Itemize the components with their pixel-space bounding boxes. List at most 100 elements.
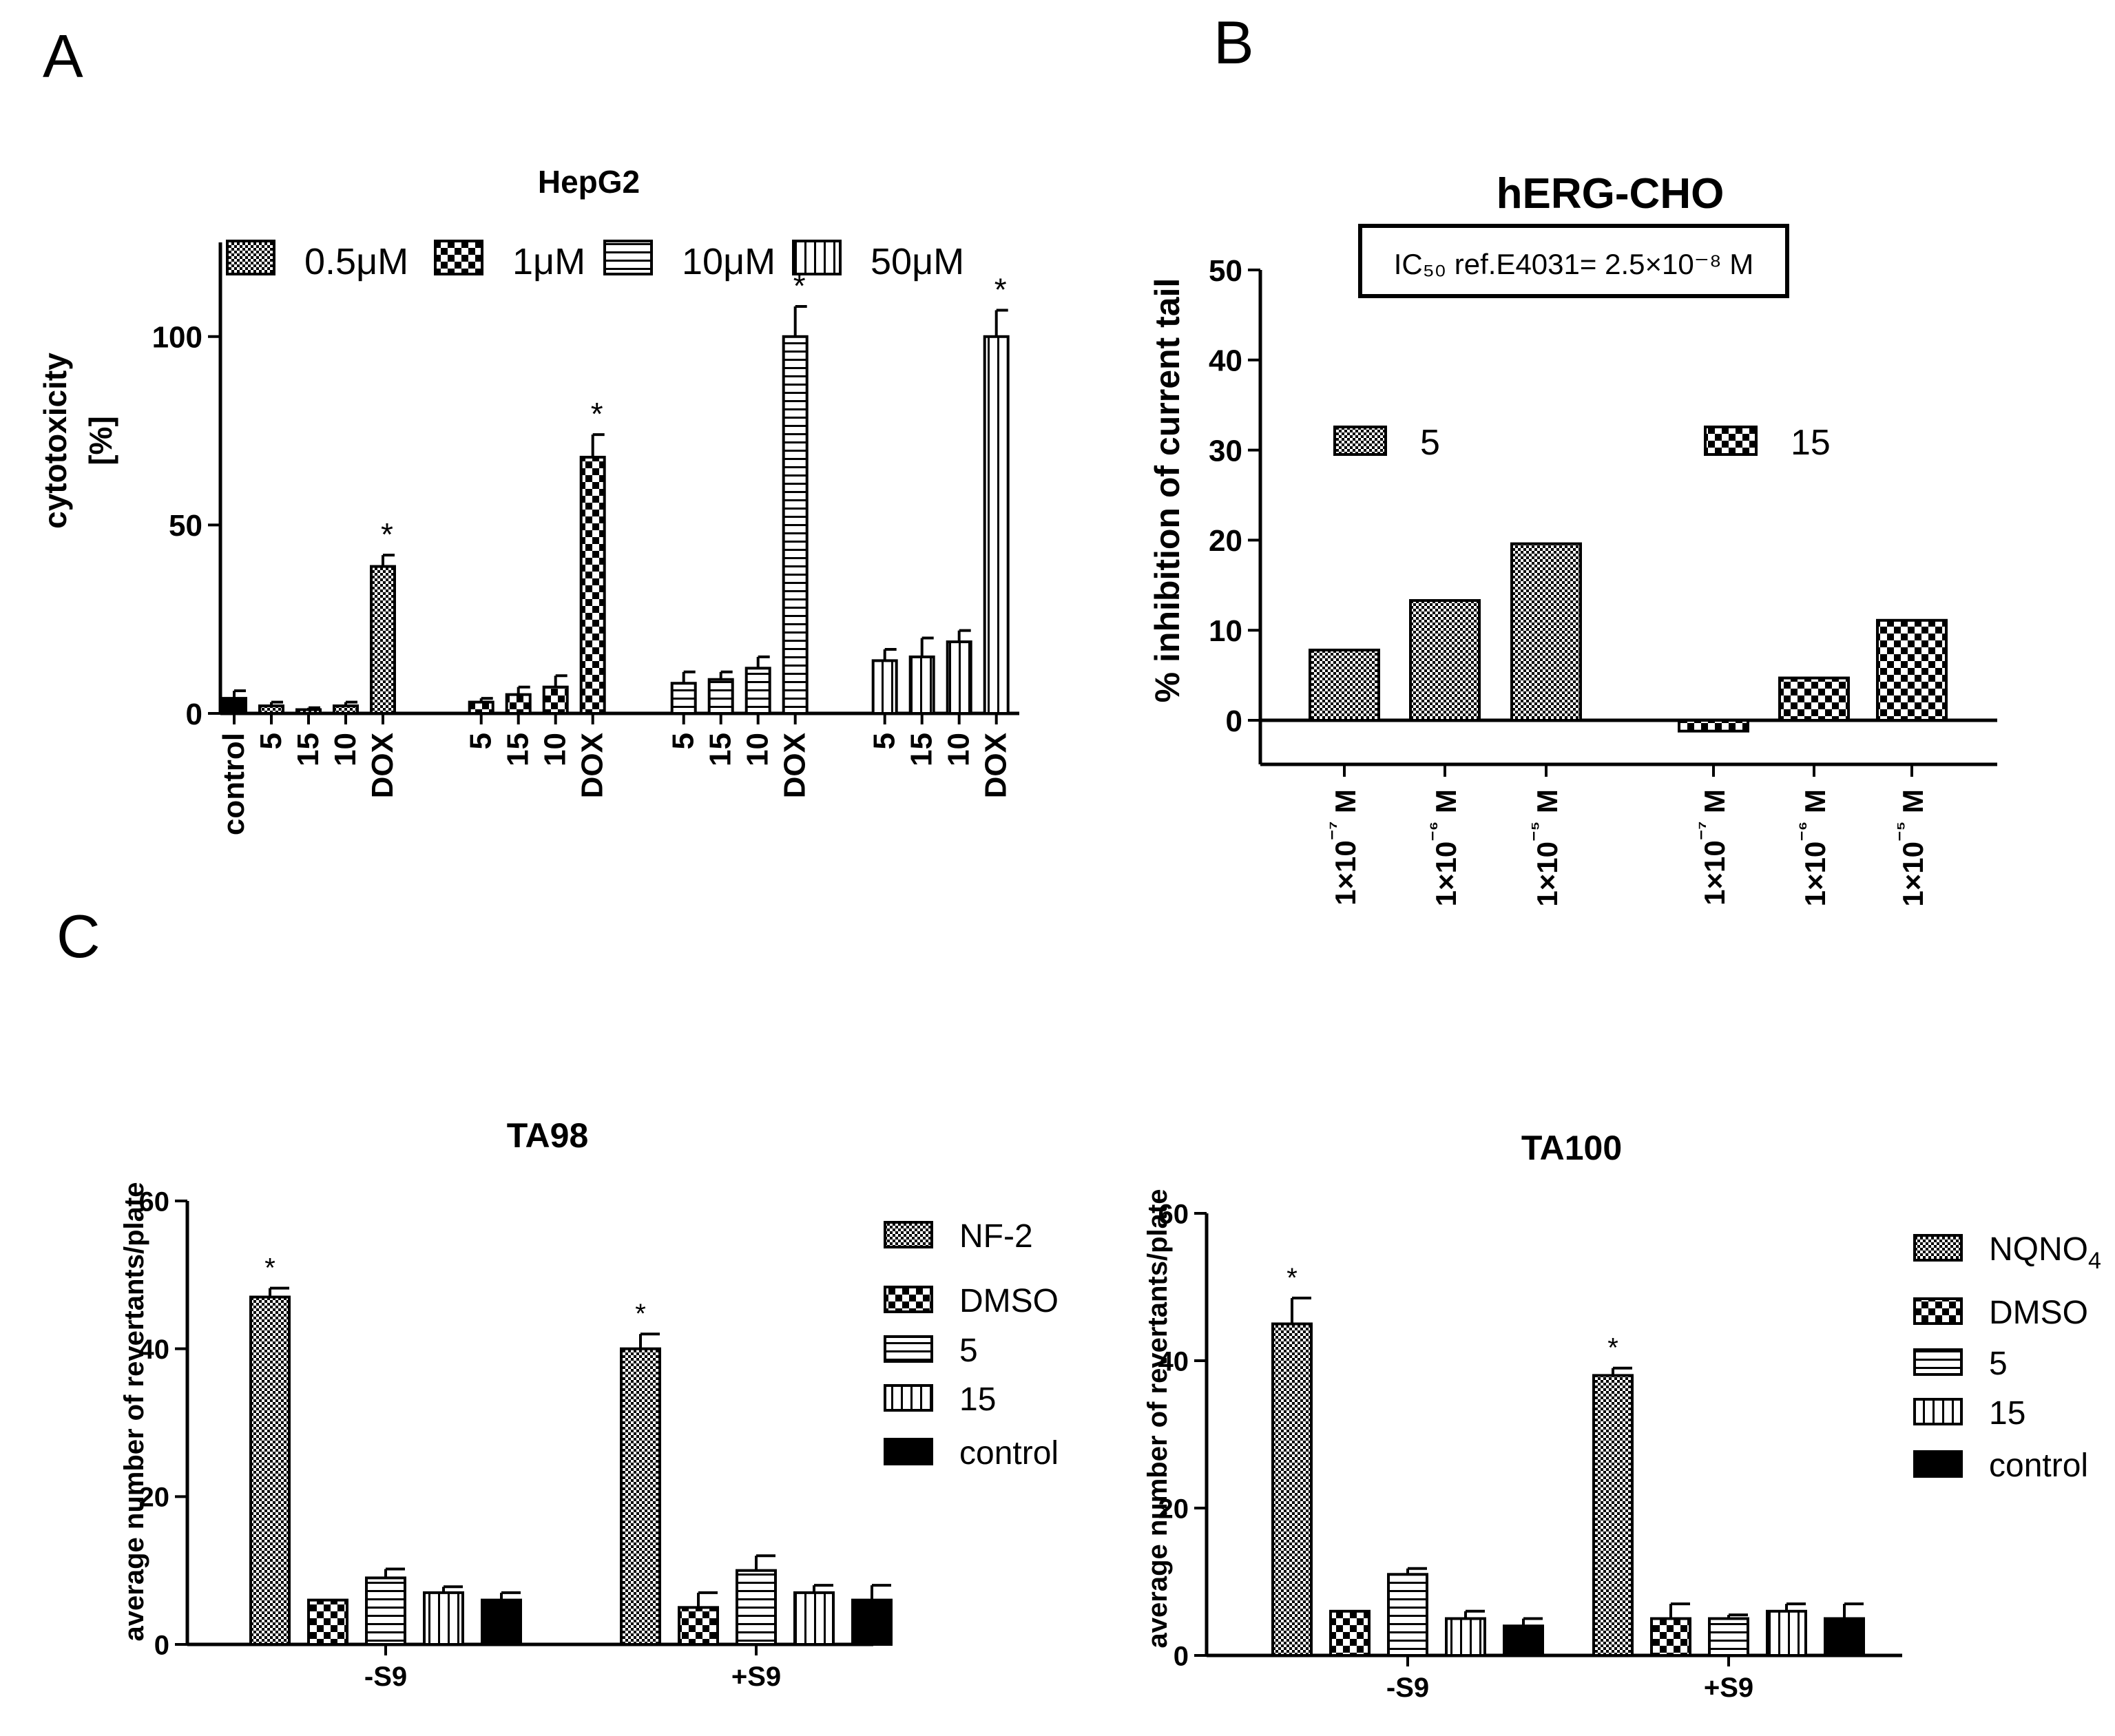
legend-label: NQNO4 xyxy=(1989,1231,2101,1274)
bar xyxy=(1329,1609,1371,1657)
bar xyxy=(736,1569,777,1646)
legend-label: 15 xyxy=(1989,1395,2025,1432)
significance-marker: * xyxy=(1286,1263,1298,1293)
bar xyxy=(1778,676,1850,722)
bar xyxy=(542,685,569,715)
legend-swatch xyxy=(884,1438,933,1465)
y-tick-label: 60 xyxy=(1158,1199,1189,1229)
x-tick-label: 15 xyxy=(291,733,325,766)
y-tick-label: 100 xyxy=(152,321,202,355)
legend-swatch xyxy=(1913,1450,1963,1478)
y-tick-label: 30 xyxy=(1209,434,1242,468)
x-group-label: +S9 xyxy=(1704,1673,1753,1703)
legend-label: 0.5μM xyxy=(304,241,408,282)
panel-letter-b: B xyxy=(1213,8,1254,76)
bar xyxy=(1708,1617,1749,1657)
legend-label: DMSO xyxy=(959,1283,1059,1319)
bar xyxy=(295,708,322,715)
legend-label: 5 xyxy=(1420,423,1440,463)
legend-swatch xyxy=(434,240,483,275)
x-tick-label: 1×10⁻⁵ M xyxy=(1526,789,1563,907)
x-tick-label: 10 xyxy=(741,733,775,766)
y-tick-label: 0 xyxy=(1174,1641,1189,1671)
panel-letter-c: C xyxy=(56,902,101,970)
y-tick-label: 20 xyxy=(139,1483,170,1513)
bar xyxy=(782,335,809,715)
bar xyxy=(1876,618,1948,722)
bar xyxy=(620,1347,661,1646)
chart-title: HepG2 xyxy=(538,164,640,200)
bar xyxy=(946,640,972,715)
bar xyxy=(1592,1374,1634,1657)
legend-swatch xyxy=(603,240,653,275)
chart-title: hERG-CHO xyxy=(1497,170,1725,218)
bar xyxy=(744,667,771,715)
bar xyxy=(370,565,396,715)
x-tick-label: 5 xyxy=(667,733,700,749)
significance-marker: * xyxy=(264,1253,275,1284)
legend-label: 5 xyxy=(959,1332,978,1369)
bar xyxy=(1510,542,1582,722)
bar xyxy=(1271,1322,1313,1657)
x-group-label: -S9 xyxy=(1386,1673,1429,1703)
x-tick-label: DOX xyxy=(366,733,399,798)
chart-hepg2: HepG2 cytotoxicity [%] 0.5μM 1μM 10μM 50μM 0 50 1… xyxy=(37,164,1019,835)
bar xyxy=(1824,1617,1865,1657)
y-tick-label: 40 xyxy=(1209,344,1242,378)
y-tick-label: 50 xyxy=(169,509,202,543)
legend-swatch xyxy=(884,1286,933,1313)
x-tick-label: 15 xyxy=(905,733,939,766)
bar xyxy=(1650,1617,1691,1657)
annotation-text: IC₅₀ ref.E4031= 2.5×10⁻⁸ M xyxy=(1394,248,1754,280)
legend-label: DMSO xyxy=(1989,1295,2088,1331)
x-tick-label: DOX xyxy=(979,733,1013,798)
legend-swatch xyxy=(884,1335,933,1363)
bar xyxy=(983,335,1010,715)
x-tick-label: 5 xyxy=(868,733,902,749)
bar xyxy=(249,1295,291,1646)
bar xyxy=(908,655,935,715)
legend-swatch xyxy=(1913,1297,1963,1325)
legend-swatch xyxy=(884,1384,933,1412)
y-tick-label: 60 xyxy=(139,1186,170,1217)
bar xyxy=(221,697,247,715)
chart-herg: hERG-CHO IC₅₀ ref.E4031= 2.5×10⁻⁸ M % inhi… xyxy=(1148,170,1997,907)
y-axis-label: [%] xyxy=(83,416,118,466)
y-tick-label: 40 xyxy=(139,1335,170,1365)
bar xyxy=(1309,648,1380,722)
bar xyxy=(1387,1573,1428,1657)
significance-marker: * xyxy=(994,271,1007,307)
y-tick-label: 20 xyxy=(1158,1494,1189,1524)
legend-label: NF-2 xyxy=(959,1218,1033,1255)
x-tick-label: 10 xyxy=(329,733,362,766)
annotation-box xyxy=(1358,224,1789,298)
y-axis-label: average number of revertants/plate xyxy=(1143,1189,1173,1649)
y-axis-label: average number of revertants/plate xyxy=(119,1182,149,1642)
bar xyxy=(678,1606,719,1646)
x-tick-label: 1×10⁻⁷ M xyxy=(1694,789,1731,906)
legend-swatch xyxy=(1913,1234,1963,1262)
legend-label: 15 xyxy=(959,1381,996,1418)
bar xyxy=(1766,1609,1807,1657)
significance-marker: * xyxy=(381,516,393,552)
x-group-label: -S9 xyxy=(364,1662,407,1692)
legend-swatch xyxy=(226,240,275,275)
y-tick-label: 0 xyxy=(1226,704,1242,738)
panel-letter-a: A xyxy=(43,22,83,90)
legend-label: 10μM xyxy=(682,241,775,282)
bar xyxy=(707,678,734,715)
bar xyxy=(579,455,606,715)
x-tick-label: DOX xyxy=(778,733,812,798)
legend-swatch xyxy=(1913,1348,1963,1376)
chart-title: TA98 xyxy=(507,1116,589,1155)
chart-ta100: TA100 average number of revertants/plate0… xyxy=(1143,1129,2101,1703)
legend-label: 1μM xyxy=(512,241,585,282)
significance-marker: * xyxy=(591,396,603,432)
significance-marker: * xyxy=(793,268,806,304)
significance-marker: * xyxy=(635,1299,646,1329)
x-tick-label: 15 xyxy=(704,733,738,766)
y-axis-label: cytotoxicity xyxy=(37,353,73,529)
significance-marker: * xyxy=(1607,1333,1618,1363)
